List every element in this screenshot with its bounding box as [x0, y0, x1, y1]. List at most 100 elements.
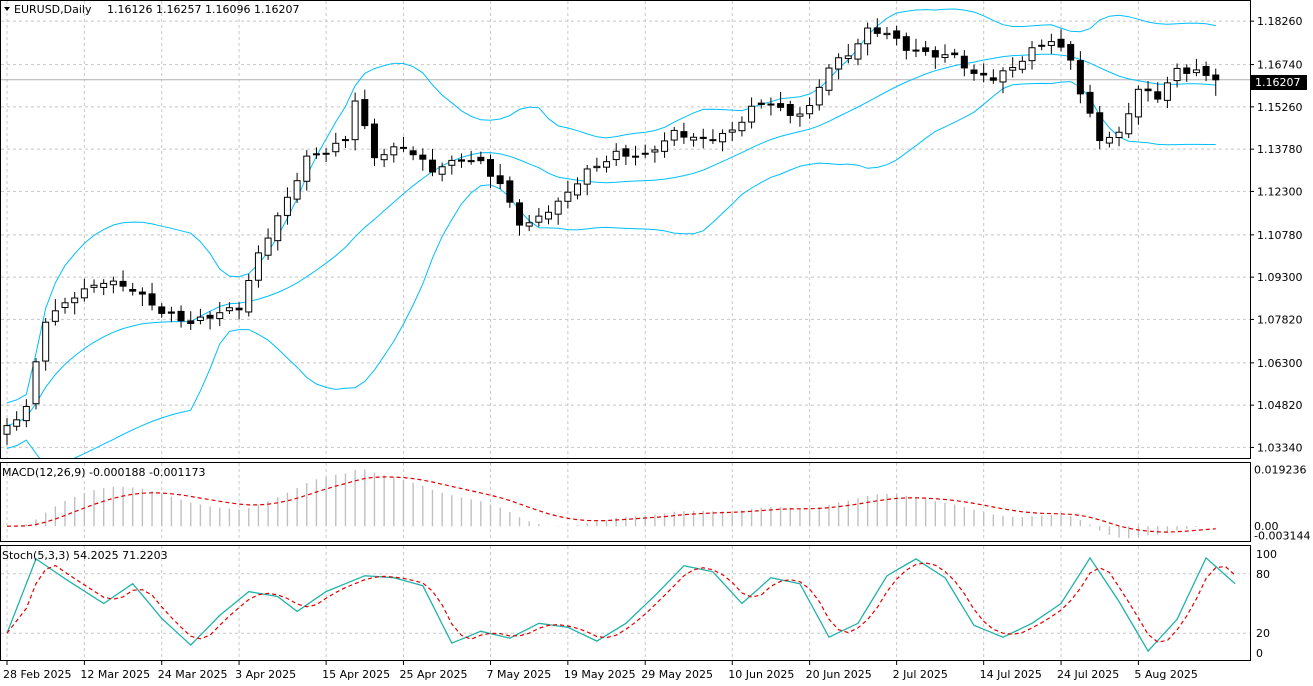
candle[interactable] [467, 150, 475, 165]
candle[interactable] [399, 136, 407, 152]
candle[interactable] [216, 301, 224, 326]
candle[interactable] [960, 50, 968, 77]
candle[interactable] [71, 291, 79, 315]
candle[interactable] [1047, 33, 1055, 54]
candle[interactable] [235, 302, 243, 320]
candle[interactable] [80, 278, 88, 302]
candle[interactable] [825, 64, 833, 96]
candle[interactable] [516, 199, 524, 236]
candle[interactable] [1028, 40, 1036, 70]
candle[interactable] [148, 282, 156, 311]
candle[interactable] [554, 197, 562, 225]
candle[interactable] [167, 306, 175, 323]
candle[interactable] [206, 311, 214, 330]
candle[interactable] [980, 63, 988, 83]
candle[interactable] [709, 129, 717, 144]
macd-plot[interactable] [6, 469, 1217, 539]
stochastic-plot[interactable] [1, 556, 1250, 653]
candle[interactable] [661, 132, 669, 158]
candle[interactable] [767, 97, 775, 116]
candle[interactable] [999, 67, 1007, 94]
candle[interactable] [341, 135, 349, 148]
candle[interactable] [535, 207, 543, 227]
candle[interactable] [380, 148, 388, 168]
candle[interactable] [931, 46, 939, 69]
candle[interactable] [42, 318, 50, 371]
candle[interactable] [1202, 61, 1210, 82]
candle[interactable] [1038, 39, 1046, 51]
candle[interactable] [777, 92, 785, 112]
candle[interactable] [1163, 76, 1171, 109]
candle[interactable] [690, 133, 698, 147]
candle[interactable] [651, 145, 659, 163]
candle[interactable] [912, 38, 920, 58]
candle[interactable] [61, 297, 69, 314]
candle[interactable] [283, 187, 291, 225]
candle[interactable] [893, 25, 901, 46]
candle[interactable] [864, 22, 872, 56]
candle[interactable] [757, 99, 765, 109]
candle[interactable] [680, 122, 688, 144]
candle[interactable] [119, 270, 127, 292]
candle[interactable] [719, 129, 727, 152]
candle[interactable] [274, 212, 282, 251]
candle[interactable] [815, 79, 823, 111]
candle[interactable] [187, 311, 195, 331]
triangle-down-icon[interactable] [4, 7, 10, 11]
candle[interactable] [632, 145, 640, 166]
candle[interactable] [390, 142, 398, 163]
candle[interactable] [738, 116, 746, 137]
candle[interactable] [941, 44, 949, 63]
candle[interactable] [428, 148, 436, 177]
candle[interactable] [922, 40, 930, 56]
candle[interactable] [1192, 58, 1200, 77]
candle[interactable] [22, 399, 30, 428]
candle[interactable] [1212, 68, 1220, 96]
candle[interactable] [641, 144, 649, 158]
candle[interactable] [583, 164, 591, 196]
candle[interactable] [989, 69, 997, 84]
candle[interactable] [196, 308, 204, 325]
candle[interactable] [351, 92, 359, 151]
candle[interactable] [177, 305, 185, 328]
candle[interactable] [312, 147, 320, 159]
candle[interactable] [564, 180, 572, 209]
candle[interactable] [477, 151, 485, 165]
candle[interactable] [1154, 82, 1162, 103]
candle[interactable] [951, 48, 959, 59]
candle[interactable] [487, 154, 494, 188]
candle[interactable] [419, 148, 427, 171]
candle[interactable] [1067, 41, 1075, 70]
candle[interactable] [786, 100, 794, 124]
candle[interactable] [138, 287, 146, 307]
candle[interactable] [303, 150, 311, 191]
candle[interactable] [748, 97, 756, 129]
candle[interactable] [728, 122, 736, 141]
candle[interactable] [883, 26, 891, 40]
candle[interactable] [457, 153, 465, 168]
candle[interactable] [370, 118, 378, 167]
candle[interactable] [1125, 102, 1133, 138]
candle[interactable] [90, 279, 98, 293]
candle[interactable] [409, 146, 417, 161]
candle[interactable] [3, 418, 11, 445]
candle[interactable] [264, 228, 272, 260]
candle[interactable] [225, 302, 233, 315]
candle[interactable] [699, 128, 707, 149]
candle[interactable] [1144, 81, 1152, 102]
candle[interactable] [51, 299, 59, 326]
candle[interactable] [438, 162, 446, 182]
candle[interactable] [109, 276, 117, 294]
candle[interactable] [612, 143, 620, 166]
candle[interactable] [245, 273, 253, 317]
candle[interactable] [1115, 126, 1123, 147]
candle[interactable] [1096, 106, 1104, 150]
candle[interactable] [1173, 63, 1181, 88]
candle[interactable] [835, 53, 843, 80]
candle[interactable] [603, 155, 611, 173]
candle[interactable] [593, 157, 601, 172]
candle[interactable] [158, 303, 166, 318]
candle[interactable] [1086, 84, 1094, 118]
candle[interactable] [32, 358, 40, 410]
candle[interactable] [1076, 51, 1084, 104]
